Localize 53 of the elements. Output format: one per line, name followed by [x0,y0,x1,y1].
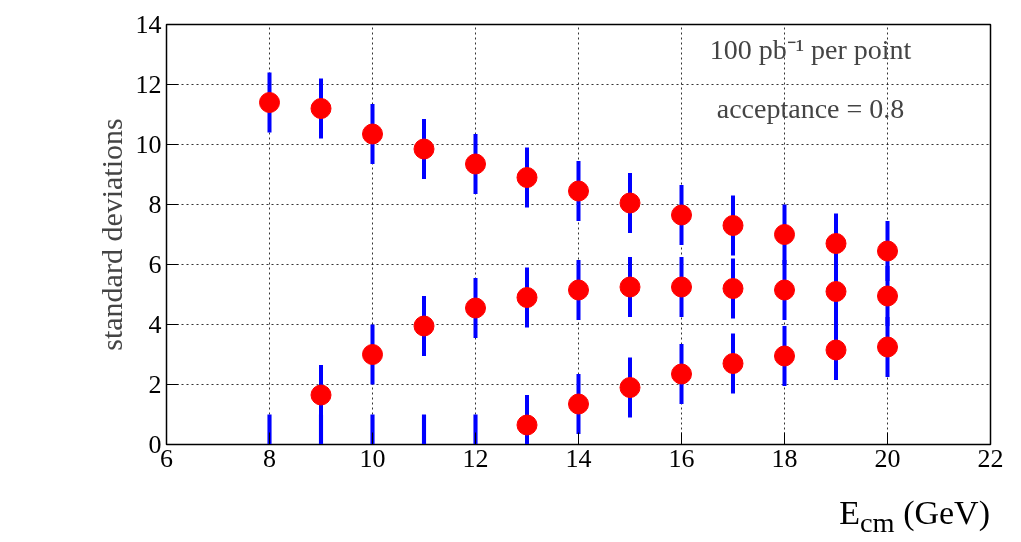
point [362,123,383,145]
point [413,138,435,160]
point [362,344,383,365]
x-tick-label: 10 [359,443,386,473]
point [310,98,332,119]
point [568,393,589,415]
point [516,414,538,436]
y-tick-label: 8 [148,190,162,219]
x-tick-label: 16 [668,443,695,473]
point [825,339,847,361]
point [877,336,898,358]
point [516,287,538,308]
x-tick-label: 12 [462,443,489,473]
annotation: 100 pb⁻¹ per point [709,33,912,65]
x-tick-label: 18 [771,443,798,473]
point [722,353,744,374]
point [619,192,641,214]
point [774,279,795,301]
point [465,297,486,319]
x-tick-label: 14 [565,443,592,473]
y-axis-title: standard deviations [94,118,128,351]
y-tick-label: 12 [135,70,162,99]
annotation: acceptance = 0.8 [716,92,905,124]
point [671,276,692,298]
point [465,153,486,175]
y-tick-label: 14 [135,10,162,39]
point [774,224,795,245]
x-tick-label: 8 [263,443,276,473]
point [619,276,641,298]
point [568,279,589,301]
point [310,384,332,406]
x-tick-label: 22 [977,443,1004,473]
point [671,204,692,226]
x-tick-label: 20 [874,443,901,473]
point [619,377,641,398]
y-tick-label: 0 [148,430,162,459]
point [516,167,538,188]
y-tick-label: 4 [148,310,162,339]
y-tick-label: 2 [148,370,162,399]
point [568,180,589,202]
point [774,345,795,367]
x-axis-title: E$_{cm}$ (GeV) [838,494,990,540]
point [413,315,435,337]
point [877,240,898,262]
point [722,215,744,236]
point [825,281,847,302]
point [671,363,692,385]
point [825,233,847,254]
point [259,92,280,113]
y-tick-label: 10 [135,130,162,159]
y-tick-label: 6 [148,250,162,279]
point [722,278,744,299]
point [877,285,898,307]
